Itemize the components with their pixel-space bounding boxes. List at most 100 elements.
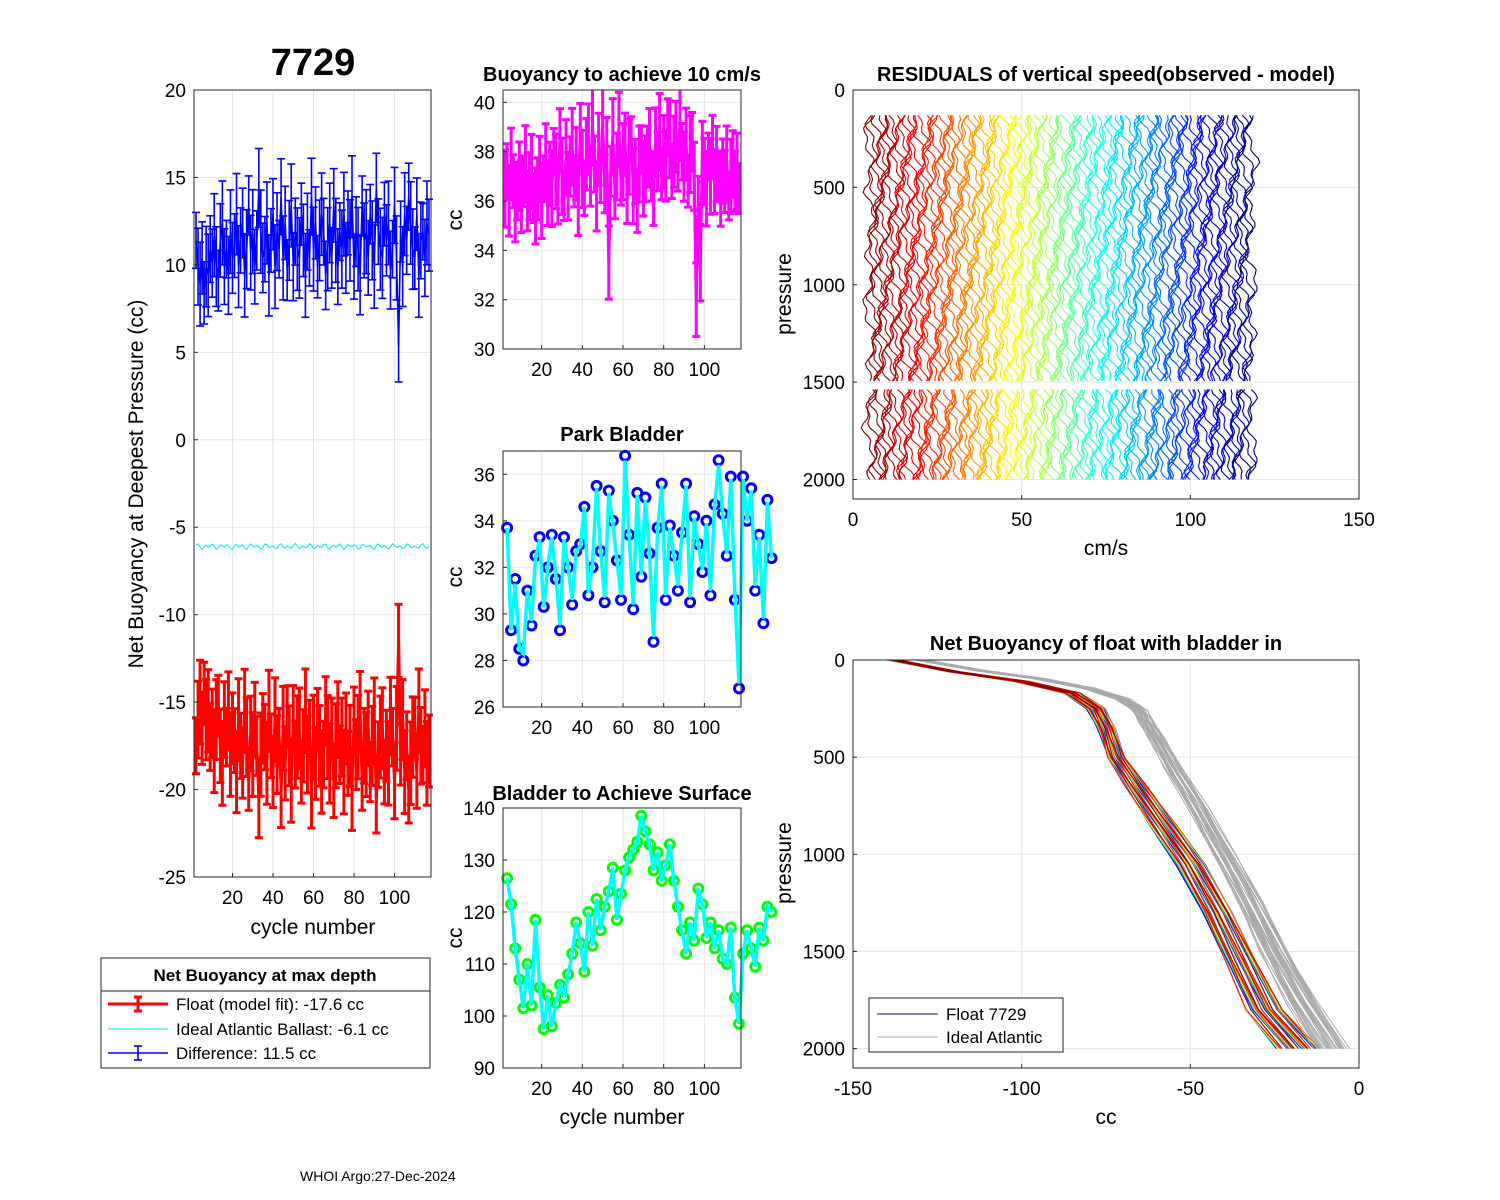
residual-profile-line bbox=[1044, 389, 1061, 480]
x-tick-label: 150 bbox=[1343, 510, 1375, 531]
residual-profile-line bbox=[1088, 389, 1102, 480]
ideal-atlantic-profile bbox=[923, 660, 1337, 1049]
residual-profile-line bbox=[898, 114, 916, 382]
y-tick-label: 90 bbox=[474, 1059, 495, 1080]
residual-profile-line bbox=[997, 389, 1014, 480]
y-tick-label: -20 bbox=[159, 781, 186, 802]
x-axis-label: cm/s bbox=[1084, 537, 1128, 560]
residual-profile-line bbox=[1042, 389, 1057, 480]
float-cycle-profile bbox=[896, 660, 1317, 1049]
y-tick-label: -5 bbox=[169, 518, 186, 539]
residual-profile-line bbox=[1137, 115, 1154, 382]
x-tick-label: -100 bbox=[1003, 1079, 1041, 1100]
residual-profile-line bbox=[1240, 389, 1257, 480]
residual-profile-line bbox=[1191, 115, 1208, 382]
x-tick-label: 20 bbox=[222, 888, 243, 909]
plot-border bbox=[502, 89, 742, 350]
y-tick-label: 40 bbox=[474, 93, 495, 114]
residual-profile-line bbox=[1059, 389, 1076, 480]
residual-profile-line bbox=[1085, 389, 1100, 480]
residual-profile-line bbox=[878, 389, 893, 480]
y-tick-label: 20 bbox=[165, 81, 186, 102]
legend-box bbox=[868, 997, 1064, 1053]
chart-title: RESIDUALS of vertical speed(observed - m… bbox=[877, 64, 1335, 86]
residual-profile-line bbox=[1105, 115, 1123, 382]
residual-profile-line bbox=[1202, 114, 1219, 382]
data-point-marker bbox=[749, 584, 762, 597]
y-tick-label: 0 bbox=[834, 81, 845, 102]
residual-profile-line bbox=[958, 389, 970, 480]
residual-profile-line bbox=[946, 389, 961, 480]
residual-profile-line bbox=[1124, 114, 1142, 382]
residual-profile-line bbox=[995, 389, 1009, 480]
residual-profile-line bbox=[935, 389, 951, 480]
x-tick-label: 50 bbox=[1011, 510, 1032, 531]
residual-profile-line bbox=[1148, 389, 1164, 480]
chart-net-buoyancy-bladder-in: -150 -100 -50 0 0 500 1000 1500 2000 Net Buoyancy… bbox=[773, 633, 1364, 1129]
y-tick-label: -10 bbox=[159, 606, 186, 627]
residual-profile-line bbox=[1170, 115, 1188, 382]
x-tick-label: -150 bbox=[834, 1079, 872, 1100]
y-tick-label: 30 bbox=[474, 605, 495, 626]
residual-profile-line bbox=[1147, 115, 1164, 382]
y-tick-label: 0 bbox=[175, 431, 186, 452]
residual-profile-line bbox=[889, 114, 906, 382]
y-tick-label: 28 bbox=[474, 651, 495, 672]
residual-profile-line bbox=[1215, 389, 1232, 480]
residual-profile-line bbox=[1081, 115, 1098, 382]
residual-profile-line bbox=[940, 115, 957, 382]
series-buoyancy-10cms bbox=[503, 90, 741, 338]
y-tick-label: 34 bbox=[474, 512, 496, 533]
residual-profile-line bbox=[985, 114, 1004, 382]
residual-profile-line bbox=[969, 115, 986, 382]
legend-bladder-in: Float 7729 Ideal Atlantic bbox=[868, 997, 1064, 1053]
residual-profile-line bbox=[1072, 389, 1088, 480]
y-axis-label: pressure bbox=[773, 822, 796, 904]
x-tick-label: 80 bbox=[343, 888, 364, 909]
x-tick-label: 80 bbox=[653, 1079, 674, 1100]
buoyancy-profiles bbox=[886, 660, 1351, 1049]
series-ideal-ballast-line bbox=[195, 542, 430, 551]
y-tick-label: 500 bbox=[813, 178, 845, 199]
y-tick-label: 2000 bbox=[803, 471, 845, 492]
float-cycle-profile bbox=[890, 660, 1281, 1049]
chart-title: Buoyancy to achieve 10 cm/s bbox=[483, 64, 761, 86]
chart-title: Net Buoyancy of float with bladder in bbox=[930, 633, 1282, 655]
legend-entry: Float 7729 bbox=[946, 1005, 1026, 1024]
residual-profile-line bbox=[1189, 389, 1205, 480]
data-point-marker bbox=[627, 603, 640, 616]
residual-profile-line bbox=[1090, 114, 1108, 382]
y-tick-label: 36 bbox=[474, 465, 495, 486]
residual-profile-line bbox=[1214, 389, 1227, 480]
data-point-marker bbox=[684, 596, 697, 609]
y-tick-label: 140 bbox=[463, 799, 495, 820]
y-axis-label: pressure bbox=[773, 253, 796, 335]
plot-border bbox=[193, 89, 432, 878]
residual-profile-line bbox=[1052, 389, 1069, 480]
series-float-model-fit bbox=[192, 602, 433, 840]
y-tick-label: 120 bbox=[463, 903, 495, 924]
residual-profile-line bbox=[1143, 389, 1157, 480]
y-tick-label: 38 bbox=[474, 143, 495, 164]
residual-profile-line bbox=[1127, 115, 1145, 382]
x-axis-label: cc bbox=[1096, 1106, 1117, 1129]
chart-title-float-id: 7729 bbox=[271, 42, 356, 84]
data-point-marker bbox=[733, 682, 745, 695]
residual-profile-line bbox=[979, 115, 998, 382]
residual-profile-line bbox=[966, 114, 984, 382]
residual-profile-line bbox=[1109, 389, 1123, 480]
residual-profile-line bbox=[957, 114, 975, 382]
y-tick-label: 110 bbox=[465, 955, 495, 976]
residual-profile-line bbox=[1068, 389, 1084, 480]
series-line bbox=[505, 815, 773, 1030]
y-tick-label: 1500 bbox=[803, 373, 845, 394]
x-tick-label: 20 bbox=[531, 1079, 552, 1100]
x-tick-label: 0 bbox=[848, 510, 859, 531]
y-tick-label: -15 bbox=[159, 693, 186, 714]
residual-profile-line bbox=[1056, 389, 1072, 480]
residual-profile-line bbox=[1081, 389, 1095, 480]
residual-profile-line bbox=[917, 389, 935, 480]
x-tick-label: 60 bbox=[612, 360, 633, 381]
y-tick-label: 5 bbox=[175, 343, 186, 364]
data-point-marker bbox=[598, 596, 611, 609]
